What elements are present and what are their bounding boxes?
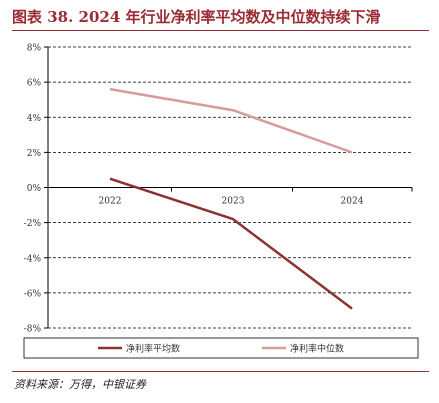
y-tick-label: 6% — [27, 79, 42, 89]
line-chart: 8% 6% 4% 2% 0% -2% -4% -6% -8% 2022 2023 2024 净利率平… — [23, 44, 419, 359]
title-underline — [12, 30, 429, 31]
legend-box — [23, 337, 419, 359]
y-tick-label: -8% — [24, 325, 42, 335]
chart-title: 图表 38. 2024 年行业净利率平均数及中位数持续下滑 — [12, 8, 381, 26]
y-tick-label: 2% — [27, 149, 42, 159]
source-divider — [12, 371, 429, 372]
series-line-mean — [109, 177, 353, 310]
y-tick-label: -4% — [24, 254, 42, 264]
legend: 净利率平均数 净利率中位数 — [23, 337, 419, 359]
y-tick-label: -6% — [24, 289, 42, 299]
series-lines — [109, 87, 353, 310]
x-axis: 2022 2023 2024 — [47, 187, 413, 207]
x-tick-label: 2022 — [99, 197, 122, 207]
source-note: 资料来源：万得，中银证券 — [14, 378, 146, 391]
x-tick-label: 2023 — [222, 197, 245, 207]
x-tick-label: 2024 — [341, 197, 364, 207]
y-tick-label: 4% — [27, 114, 42, 124]
y-tick-label: 0% — [27, 184, 42, 194]
y-axis: 8% 6% 4% 2% 0% -2% -4% -6% -8% — [24, 44, 49, 335]
y-tick-label: 8% — [27, 44, 42, 54]
y-tick-label: -2% — [24, 219, 42, 229]
legend-label: 净利率中位数 — [290, 343, 344, 355]
series-line-median — [109, 87, 353, 154]
gridlines — [48, 46, 412, 329]
legend-label: 净利率平均数 — [126, 343, 180, 355]
